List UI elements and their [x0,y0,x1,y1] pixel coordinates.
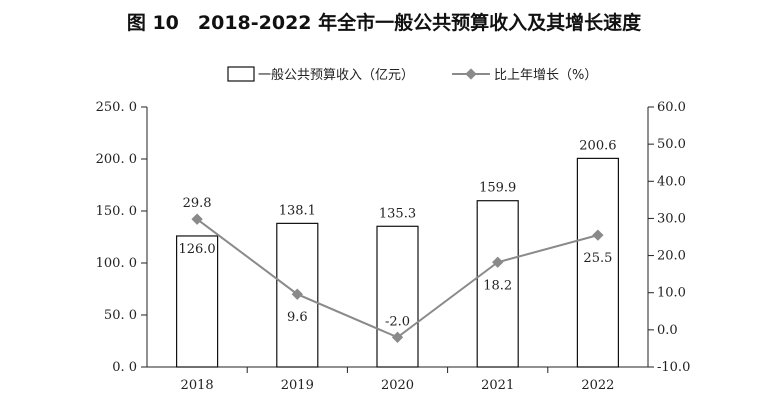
bar-value-label: 138.1 [279,203,316,218]
line-marker [391,331,404,343]
bar [176,235,219,368]
line-marker [291,288,303,300]
right-tick-label: 10.0 [657,286,686,301]
bar-value-label: 159.9 [479,181,516,196]
line-marker [592,229,604,241]
line-value-label: 9.6 [287,310,308,325]
line-value-label: 29.8 [183,196,212,211]
left-tick-label: 50. 0 [104,308,137,323]
x-tick-label: 2020 [381,378,414,393]
line-value-label: 18.2 [483,278,512,293]
x-tick-label: 2018 [181,378,214,393]
right-tick-label: 40.0 [657,174,686,189]
bar [276,222,319,368]
legend-bar-swatch [227,66,255,82]
left-tick-label: 250. 0 [96,100,137,115]
left-tick-label: 0. 0 [112,360,137,375]
legend-bar-label: 一般公共预算收入（亿元） [258,67,414,83]
bar-value-label: 135.3 [379,206,416,221]
legend: 一般公共预算收入（亿元） 比上年增长（%） [227,66,597,83]
x-tick-label: 2022 [581,378,614,393]
line-marker [492,256,504,268]
left-tick-label: 100. 0 [96,256,137,271]
bar [476,200,519,368]
chart-title: 图 10 2018-2022 年全市一般公共预算收入及其增长速度 [127,11,642,34]
right-tick-label: -10.0 [657,360,690,375]
left-tick-label: 200. 0 [96,152,137,167]
right-tick-label: 50.0 [657,137,686,152]
bar [376,225,419,368]
bar [576,157,620,368]
bar-value-label: 200.6 [579,138,616,153]
legend-line-label: 比上年增长（%） [494,68,597,83]
right-tick-label: 30.0 [657,211,686,226]
legend-line-marker [465,68,477,80]
line-value-label: -2.0 [385,314,410,329]
right-tick-label: 20.0 [657,249,686,264]
line-value-label: 25.5 [583,251,612,266]
right-tick-label: 60.0 [657,100,686,115]
left-tick-label: 150. 0 [96,204,137,219]
x-tick-label: 2019 [281,378,314,393]
plot-area: 0. 0 50. 0 100. 0 150. 0 200. 0 250. 0 -10.0 0.… [96,100,691,393]
line-marker [191,213,203,225]
x-tick-label: 2021 [481,378,514,393]
right-tick-label: 0.0 [657,323,678,338]
bar-value-label: 126.0 [178,242,215,257]
